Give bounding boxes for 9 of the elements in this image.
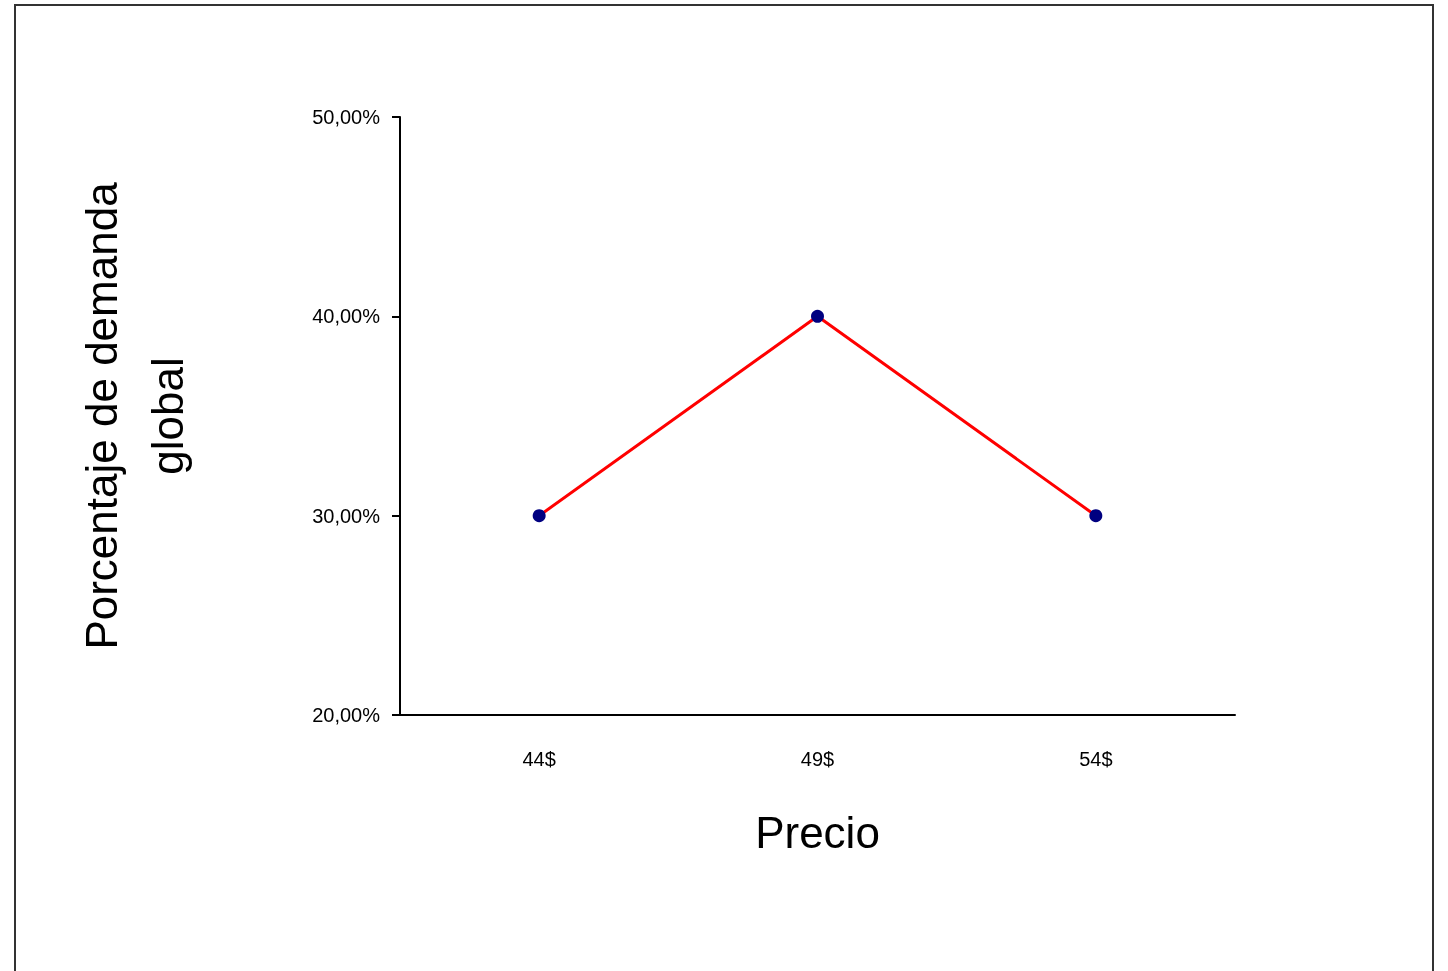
y-axis-title: Porcentaje de demanda global [76,181,192,650]
x-tick-label: 49$ [800,748,835,770]
y-tick-label: 30,00% [312,504,381,527]
x-axis-title: Precio [755,807,880,857]
y-tick-label: 40,00% [312,305,381,328]
y-tick-label: 20,00% [312,704,381,726]
x-tick-label: 44$ [522,748,556,770]
y-tick-label: 50,00% [312,106,381,128]
x-tick-label: 54$ [1079,748,1113,770]
